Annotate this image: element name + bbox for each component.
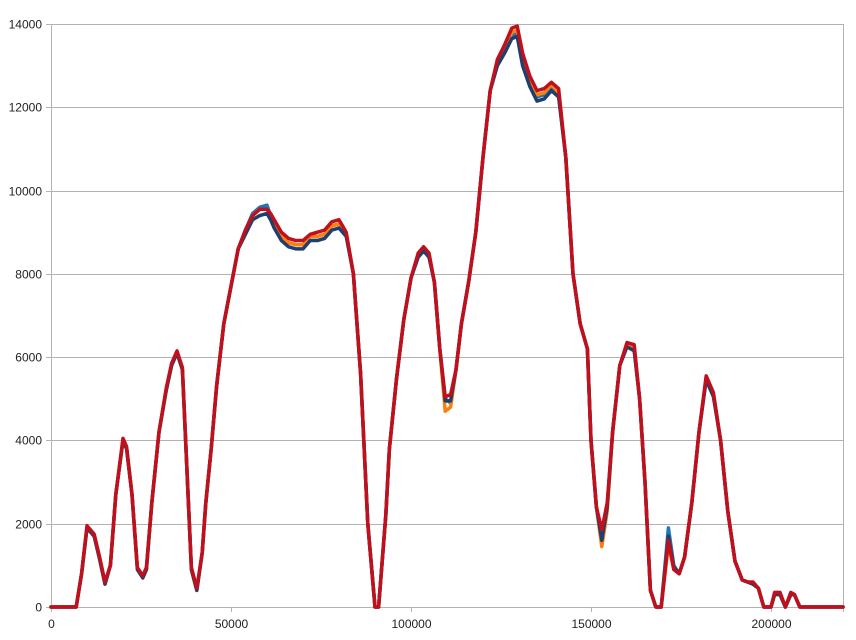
y-tick-label: 8000 [15, 268, 42, 282]
x-tick-labels: 0 50000 100000 150000 200000 [48, 617, 792, 631]
x-tick-label: 150000 [571, 617, 611, 631]
y-tick-labels: 0 2000 4000 6000 8000 10000 12000 14000 [9, 18, 43, 615]
gridlines [46, 24, 843, 608]
series-line-2 [49, 28, 845, 609]
series-group [49, 24, 845, 609]
y-tick-label: 14000 [9, 18, 43, 32]
y-tick-label: 12000 [9, 101, 43, 115]
x-tick-label: 0 [48, 617, 55, 631]
series-line-3 [49, 34, 845, 609]
y-tick-label: 2000 [15, 518, 42, 532]
y-tick-label: 6000 [15, 351, 42, 365]
x-tick-label: 50000 [215, 617, 249, 631]
series-line-4 [49, 24, 845, 609]
y-tick-label: 0 [35, 601, 42, 615]
axes [51, 24, 844, 612]
y-tick-label: 10000 [9, 185, 43, 199]
y-tick-label: 4000 [15, 434, 42, 448]
x-tick-label: 200000 [751, 617, 791, 631]
series-line-1 [49, 30, 845, 609]
x-tick-label: 100000 [391, 617, 431, 631]
